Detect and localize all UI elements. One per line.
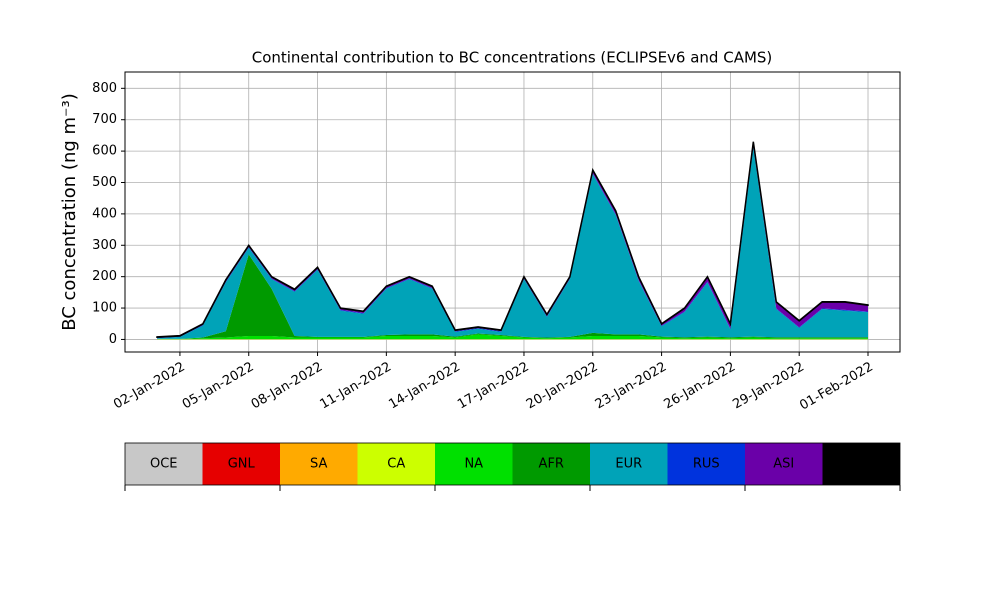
legend-label: EUR (615, 457, 642, 472)
y-tick-label: 100 (92, 301, 117, 316)
y-tick-label: 0 (109, 332, 117, 347)
x-tick-label: 01-Feb-2022 (797, 360, 876, 414)
plot-frame (124, 71, 901, 353)
legend-swatch (822, 443, 900, 485)
legend-label: ASI (773, 457, 794, 472)
x-tick-label: 29-Jan-2022 (730, 360, 807, 413)
x-tick-label: 02-Jan-2022 (111, 360, 188, 413)
area (156, 147, 869, 339)
x-tick-label: 14-Jan-2022 (386, 360, 463, 413)
x-tick-label: 20-Jan-2022 (524, 360, 601, 413)
x-tick-label: 05-Jan-2022 (180, 360, 257, 413)
y-tick-label: 700 (92, 112, 117, 127)
legend-label: RUS (693, 457, 720, 472)
y-tick-label: 800 (92, 81, 117, 96)
x-tick-label: 08-Jan-2022 (249, 360, 326, 413)
y-tick-label: 300 (92, 238, 117, 253)
legend-frame (124, 442, 901, 486)
y-tick-label: 600 (92, 144, 117, 159)
legend-label: NA (464, 457, 483, 472)
legend-swatch (590, 443, 668, 485)
legend-swatch (512, 443, 590, 485)
legend-label: AFR (539, 457, 564, 472)
chart-title: Continental contribution to BC concentra… (252, 49, 773, 67)
legend-label: SA (310, 457, 327, 472)
y-axis-label: BC concentration (ng m⁻³) (59, 93, 80, 331)
x-tick-label: 17-Jan-2022 (455, 360, 532, 413)
y-tick-label: 200 (92, 269, 117, 284)
legend-swatch (280, 443, 358, 485)
legend-swatch (357, 443, 435, 485)
legend-swatch (125, 443, 203, 485)
legend-label: GNL (228, 457, 256, 472)
y-tick-label: 400 (92, 206, 117, 221)
x-tick-label: 23-Jan-2022 (593, 360, 670, 413)
legend-swatch (435, 443, 513, 485)
legend-label: CA (387, 457, 405, 472)
area (156, 254, 869, 339)
x-tick-label: 26-Jan-2022 (662, 360, 739, 413)
x-tick-label: 11-Jan-2022 (318, 360, 395, 413)
legend-swatch (202, 443, 280, 485)
area (156, 141, 869, 339)
legend-swatch (667, 443, 745, 485)
legend-label: OCE (150, 457, 178, 472)
legend-swatch (745, 443, 823, 485)
y-tick-label: 500 (92, 175, 117, 190)
legend-label: AUS (848, 457, 875, 472)
